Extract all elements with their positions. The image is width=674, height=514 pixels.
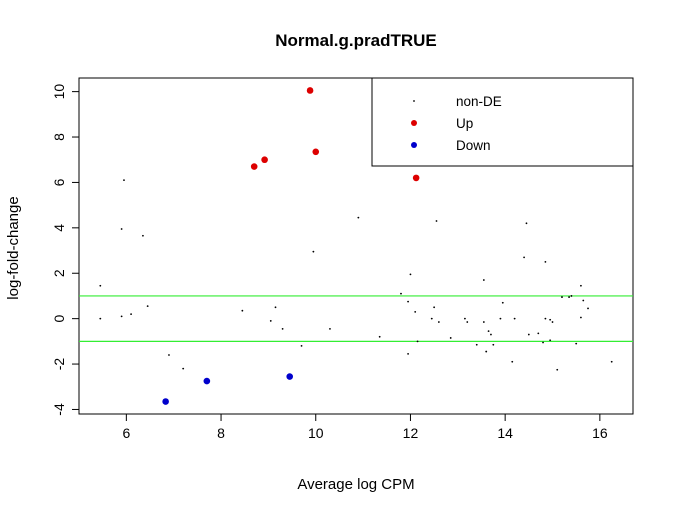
x-tick-label: 8 xyxy=(217,425,225,441)
point-non-de xyxy=(414,310,417,313)
point-non-de xyxy=(542,341,544,344)
point-non-de xyxy=(99,317,102,320)
point-non-de xyxy=(482,321,485,323)
point-non-de xyxy=(378,335,381,338)
x-tick-label: 10 xyxy=(308,425,324,441)
point-non-de xyxy=(482,279,485,281)
y-tick-label: -4 xyxy=(51,403,67,416)
point-non-de xyxy=(537,332,540,335)
point-non-de xyxy=(281,327,284,330)
point-non-de xyxy=(409,273,412,276)
point-non-de xyxy=(544,260,547,263)
legend-box xyxy=(371,77,634,167)
y-tick-label: 6 xyxy=(51,178,67,186)
point-non-de xyxy=(525,222,528,225)
point-non-de xyxy=(449,337,452,339)
point-non-de xyxy=(527,333,530,336)
point-up xyxy=(306,87,314,94)
point-non-de xyxy=(492,343,495,346)
point-non-de xyxy=(580,284,582,287)
y-tick-label: 8 xyxy=(51,133,67,141)
point-non-de xyxy=(407,300,409,303)
point-non-de xyxy=(568,296,570,298)
y-axis-label: log-fold-change xyxy=(5,196,22,299)
x-tick-label: 14 xyxy=(497,425,513,441)
point-up xyxy=(412,174,420,182)
y-tick-label: 4 xyxy=(51,224,67,232)
point-non-de xyxy=(561,296,563,298)
point-non-de xyxy=(544,317,547,320)
point-non-de xyxy=(437,321,440,323)
plot-frame xyxy=(78,77,634,415)
point-non-de xyxy=(433,306,436,309)
point-non-de xyxy=(556,368,559,371)
point-non-de xyxy=(487,330,490,333)
point-non-de xyxy=(329,327,331,330)
y-tick-label: 2 xyxy=(51,269,67,277)
point-non-de xyxy=(430,317,433,320)
legend-marker xyxy=(411,120,417,126)
point-up xyxy=(261,156,268,164)
point-non-de xyxy=(146,305,149,308)
point-non-de xyxy=(551,321,554,323)
point-non-de xyxy=(274,306,277,309)
point-non-de xyxy=(499,317,502,320)
point-non-de xyxy=(168,354,170,356)
point-non-de xyxy=(120,228,123,230)
x-tick-label: 16 xyxy=(592,425,608,441)
point-non-de xyxy=(490,333,492,336)
point-non-de xyxy=(582,299,585,302)
point-non-de xyxy=(416,340,419,343)
point-non-de xyxy=(182,367,185,370)
legend-marker xyxy=(413,100,415,102)
point-non-de xyxy=(300,344,303,347)
point-non-de xyxy=(610,360,613,363)
y-tick-label: 10 xyxy=(51,84,67,100)
point-non-de xyxy=(312,250,315,253)
point-non-de xyxy=(130,313,132,316)
point-up xyxy=(312,148,320,156)
point-down xyxy=(203,377,211,385)
point-non-de xyxy=(464,317,466,320)
point-non-de xyxy=(475,343,478,346)
point-non-de xyxy=(99,284,102,287)
legend-marker xyxy=(411,142,417,148)
point-non-de xyxy=(575,342,578,345)
y-tick-label: -2 xyxy=(51,358,67,371)
point-non-de xyxy=(466,321,469,323)
point-non-de xyxy=(357,216,360,219)
point-up xyxy=(250,163,258,170)
point-non-de xyxy=(269,320,272,322)
point-down xyxy=(286,373,294,380)
legend-label: non-DE xyxy=(456,94,502,109)
y-tick-label: 0 xyxy=(51,315,67,323)
point-non-de xyxy=(407,352,409,355)
point-non-de xyxy=(523,256,525,259)
point-non-de xyxy=(501,301,504,304)
point-non-de xyxy=(400,292,402,295)
point-non-de xyxy=(435,220,438,222)
point-non-de xyxy=(570,295,573,297)
point-non-de xyxy=(549,318,552,321)
legend-label: Down xyxy=(456,138,491,153)
point-non-de xyxy=(120,315,123,318)
point-non-de xyxy=(142,234,144,237)
point-down xyxy=(162,398,169,405)
point-non-de xyxy=(580,316,582,319)
point-non-de xyxy=(513,317,516,320)
legend-label: Up xyxy=(456,116,473,131)
point-non-de xyxy=(241,309,244,312)
point-non-de xyxy=(549,339,552,342)
point-non-de xyxy=(485,350,488,353)
x-tick-label: 6 xyxy=(122,425,130,441)
x-axis-label: Average log CPM xyxy=(297,476,414,493)
x-tick-label: 12 xyxy=(403,425,419,441)
point-non-de xyxy=(123,179,125,182)
chart-title: Normal.g.pradTRUE xyxy=(275,31,437,50)
point-non-de xyxy=(511,360,514,363)
point-non-de xyxy=(587,307,589,310)
